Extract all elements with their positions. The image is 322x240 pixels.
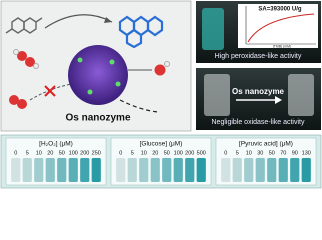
concentration-label: 0 — [224, 150, 227, 156]
assay-title: [Pyruvic acid] (μM) — [239, 141, 293, 148]
vial — [173, 158, 183, 182]
vial — [57, 158, 67, 182]
block-cross — [44, 85, 56, 97]
vial — [162, 158, 172, 182]
concentration-label: 130 — [302, 150, 311, 156]
tmb-molecule — [5, 17, 43, 34]
vial — [221, 158, 231, 182]
vial — [255, 158, 265, 182]
concentration-label: 90 — [292, 150, 298, 156]
concentration-label: 5 — [26, 150, 29, 156]
concentration-label: 10 — [36, 150, 42, 156]
vial — [116, 158, 126, 182]
concentration-label: 200 — [185, 150, 194, 156]
oxidase-label: Negligible oxidase-like activity — [212, 119, 305, 126]
concentration-label: 50 — [269, 150, 275, 156]
concentration-label: 20 — [152, 150, 158, 156]
concentration-label: 200 — [80, 150, 89, 156]
concentration-label: 10 — [246, 150, 252, 156]
vial — [288, 74, 314, 116]
concentration-label: 5 — [236, 150, 239, 156]
concentration-label: 0 — [119, 150, 122, 156]
arrow-head — [275, 96, 282, 104]
concentration-label: 5 — [131, 150, 134, 156]
concentration-label: 20 — [47, 150, 53, 156]
arrow-label: Os nanozyme — [232, 87, 285, 96]
os-nanozyme-cluster — [68, 45, 128, 105]
concentration-label: 10 — [141, 150, 147, 156]
vial — [244, 158, 254, 182]
concentration-label: 250 — [92, 150, 101, 156]
concentration-label: 100 — [69, 150, 78, 156]
vial — [204, 74, 230, 116]
vial — [278, 158, 288, 182]
vial — [202, 8, 224, 50]
vial — [267, 158, 277, 182]
vial — [45, 158, 55, 182]
vial — [301, 158, 311, 182]
assay-title: [H₂O₂] (μM) — [39, 141, 73, 148]
dashed-arrow — [119, 99, 159, 113]
peroxidase-label: High peroxidase-like activity — [215, 53, 302, 60]
oxtmb-molecule — [118, 15, 164, 49]
vial — [11, 158, 21, 182]
vial — [34, 158, 44, 182]
vial — [150, 158, 160, 182]
vial — [196, 158, 206, 182]
concentration-label: 50 — [59, 150, 65, 156]
concentration-label: 30 — [257, 150, 263, 156]
nanozyme-dots — [77, 57, 121, 95]
activity-curve — [247, 13, 315, 43]
activity-plot — [238, 4, 318, 48]
arrow-head — [104, 17, 112, 23]
vial — [290, 158, 300, 182]
h2o2-molecule — [13, 49, 39, 69]
vial — [22, 158, 32, 182]
vial — [127, 158, 137, 182]
sa-annotation: SA=393000 U/g — [258, 7, 302, 13]
concentration-label: 50 — [164, 150, 170, 156]
assays: [H₂O₂] (μM)0 5 10 20 50 100 200 250[Glucose] (μ… — [5, 137, 317, 186]
x-axis-label: [TMB] (mM) — [273, 44, 291, 48]
vial — [68, 158, 78, 182]
nanozyme-label: Os nanozyme — [65, 113, 130, 124]
vial — [232, 158, 242, 182]
vial — [91, 158, 101, 182]
vial — [80, 158, 90, 182]
o2-molecule — [9, 95, 27, 109]
vial — [185, 158, 195, 182]
oh-radical — [154, 61, 170, 76]
concentration-label: 0 — [14, 150, 17, 156]
concentration-label: 70 — [280, 150, 286, 156]
assay-title: [Glucose] (μM) — [140, 141, 183, 148]
concentration-label: 100 — [174, 150, 183, 156]
graphical-abstract: Os nanozyme SA=393000 U/g [TMB] (mM) Hig… — [0, 0, 322, 189]
vial — [139, 158, 149, 182]
concentration-label: 500 — [197, 150, 206, 156]
